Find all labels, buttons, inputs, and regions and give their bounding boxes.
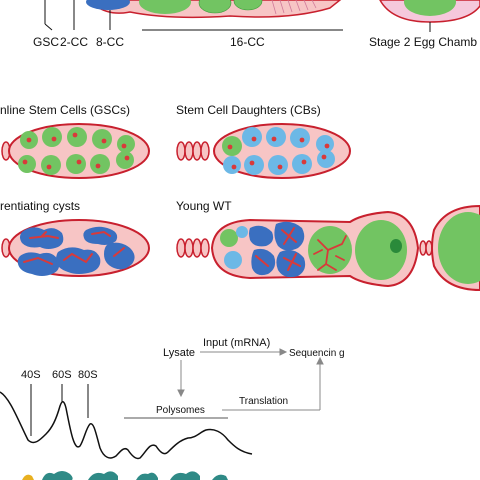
cysts-panel-title: rentiating cysts xyxy=(0,199,80,213)
stage2-label: Stage 2 Egg Chamb xyxy=(369,35,477,49)
top-germarium-strip xyxy=(44,0,480,32)
translation-label: Translation xyxy=(239,396,288,407)
gscs-germarium xyxy=(1,123,150,179)
cbs-germarium xyxy=(176,123,351,179)
polysome-trace xyxy=(0,391,253,460)
polysomes-label: Polysomes xyxy=(156,405,205,416)
peak-markers xyxy=(30,384,89,436)
young-wt-panel-title: Young WT xyxy=(176,199,232,213)
cysts-germarium xyxy=(1,219,150,277)
cbs-panel-title: Stem Cell Daughters (CBs) xyxy=(176,103,321,117)
fraction-blobs xyxy=(22,471,228,480)
peak-40s-label: 40S xyxy=(21,369,41,381)
peak-60s-label: 60S xyxy=(52,369,72,381)
eight-cc-label: 8-CC xyxy=(96,35,124,49)
sixteen-cc-label: 16-CC xyxy=(230,35,265,49)
gsc-label: GSC xyxy=(33,35,59,49)
two-cc-label: 2-CC xyxy=(60,35,88,49)
lysate-label: Lysate xyxy=(163,347,195,359)
flow-arrows xyxy=(124,348,324,419)
young-wt-germarium xyxy=(176,204,480,292)
sequencing-label: Sequencin g xyxy=(289,348,345,359)
peak-80s-label: 80S xyxy=(78,369,98,381)
gscs-panel-title: nline Stem Cells (GSCs) xyxy=(0,103,130,117)
input-mrna-label: Input (mRNA) xyxy=(203,337,270,349)
